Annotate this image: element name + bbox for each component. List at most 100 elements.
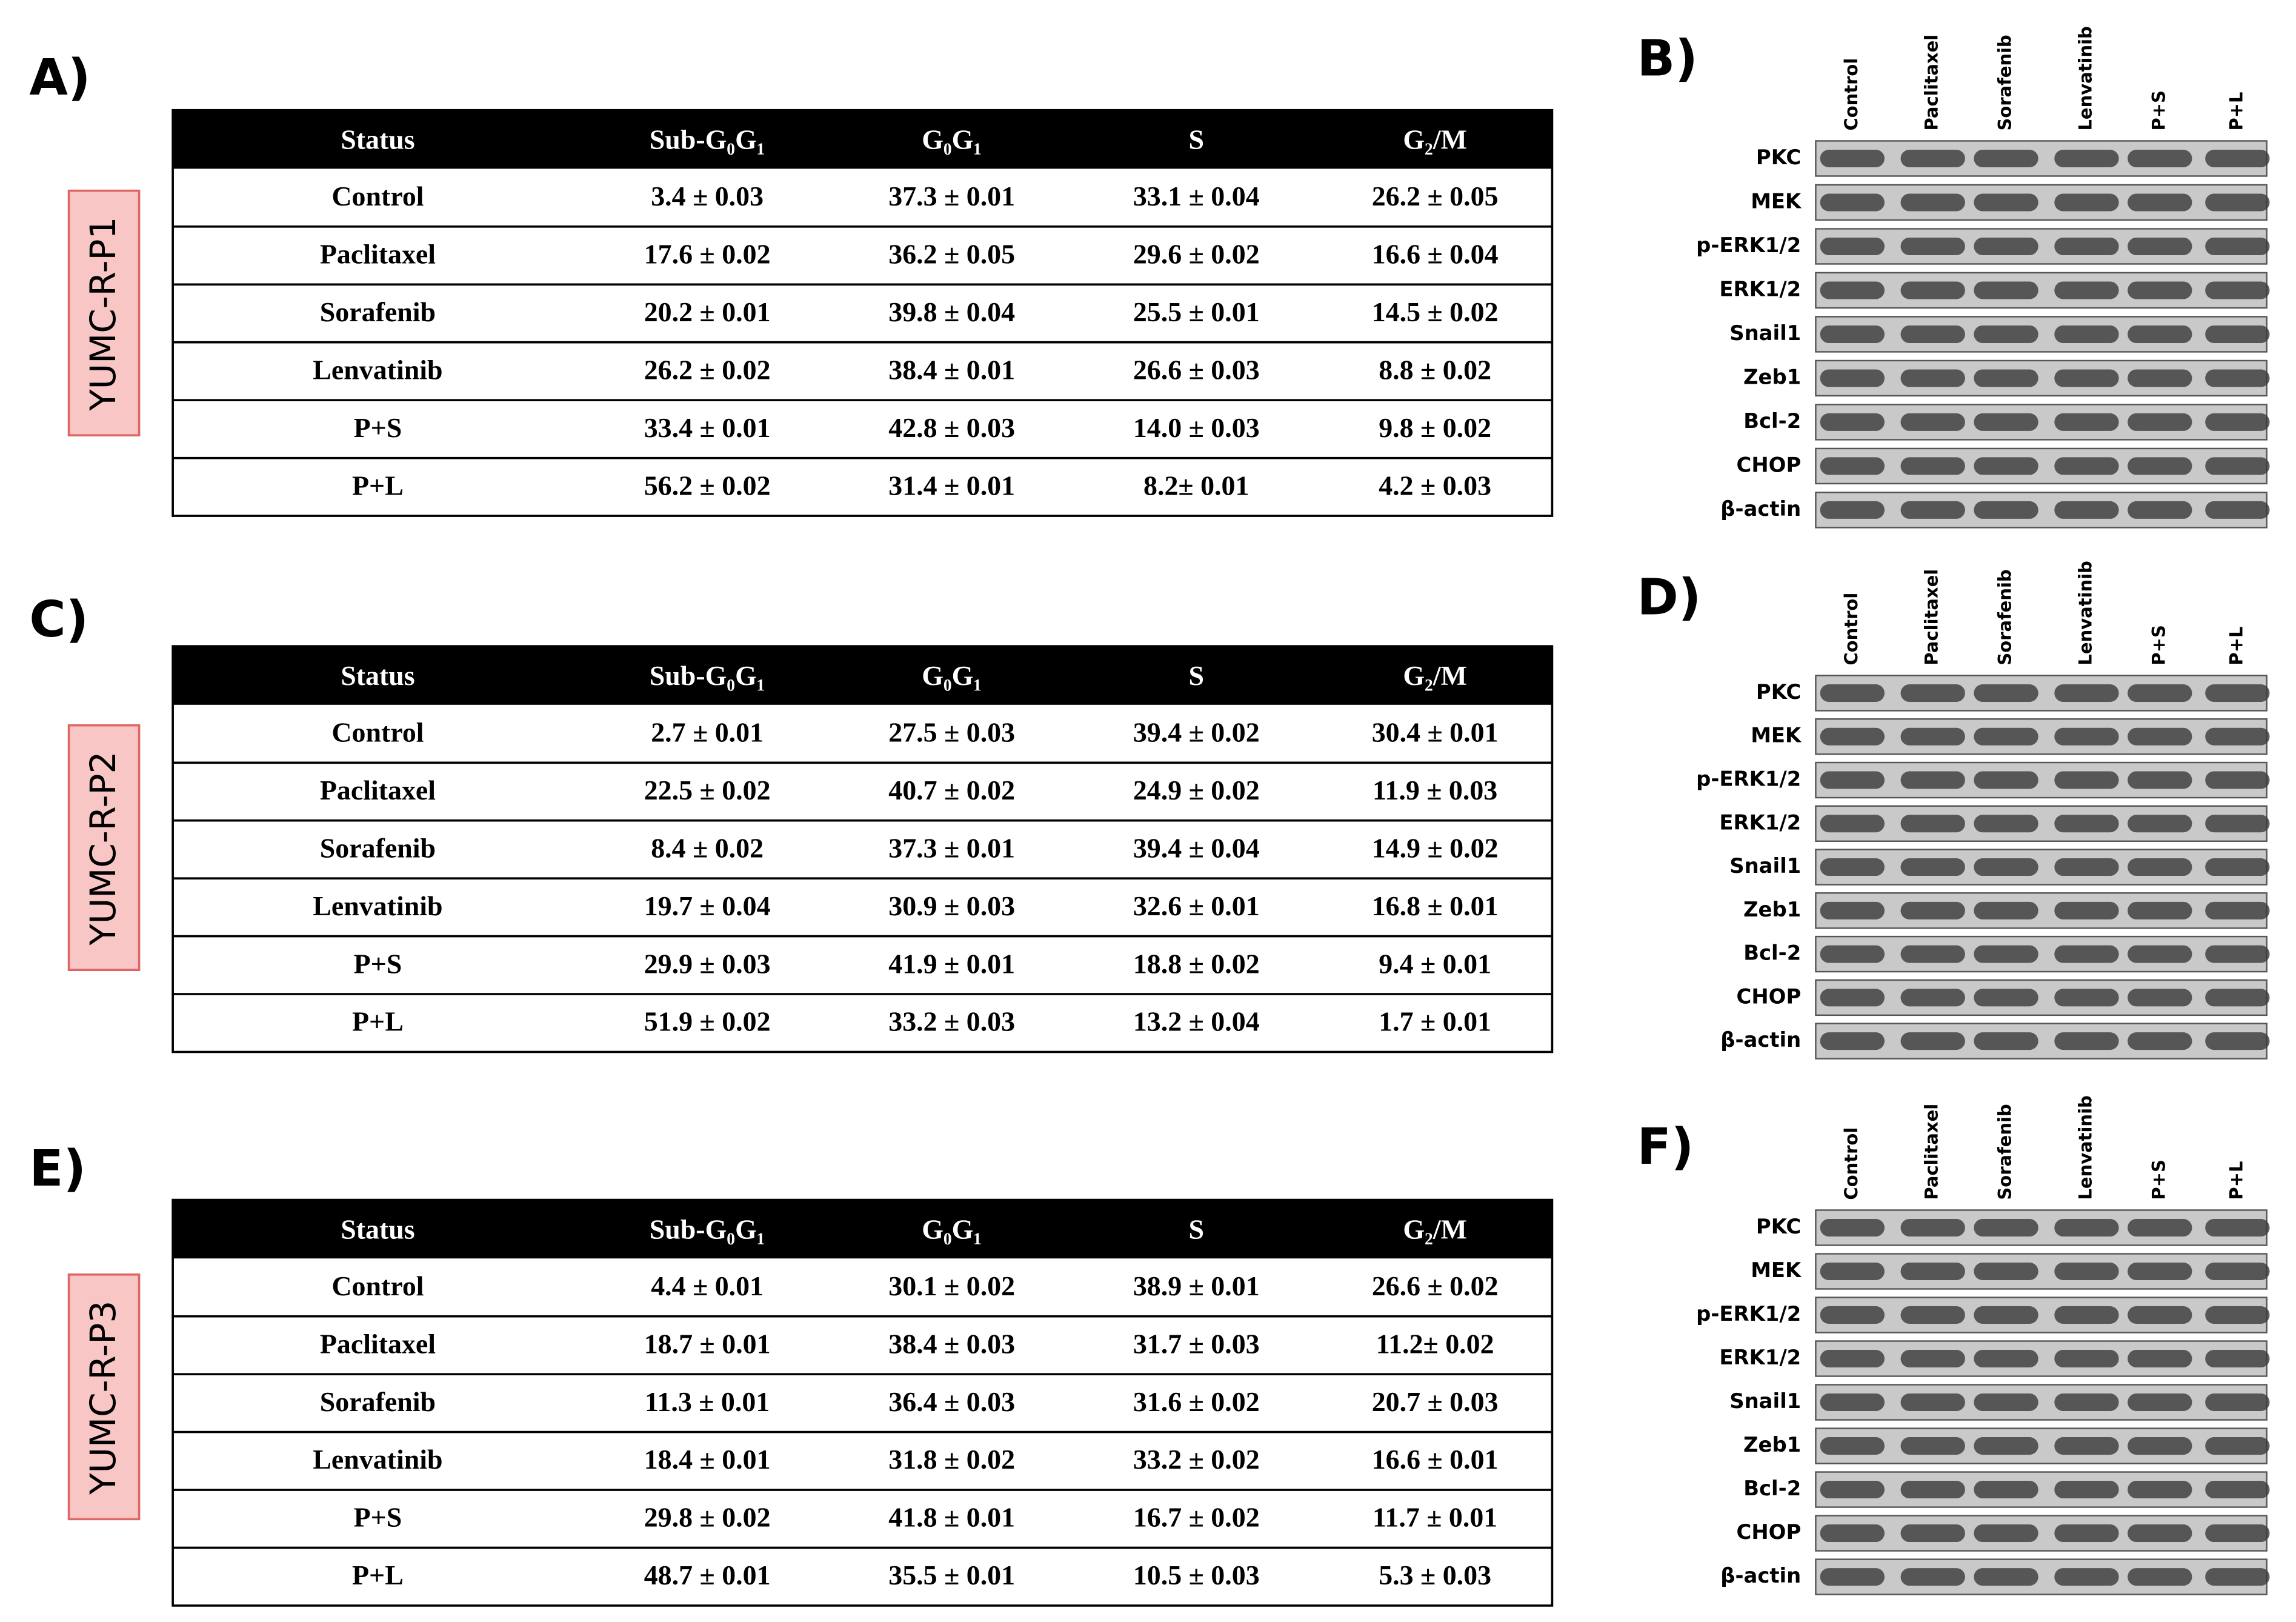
band — [1820, 149, 1885, 167]
band — [1820, 684, 1885, 702]
table-cell: Sorafenib — [320, 296, 436, 327]
band — [1820, 1350, 1885, 1368]
lane-label: P+L — [2226, 92, 2246, 131]
table-cell: 33.4 ± 0.01 — [644, 412, 771, 443]
band — [1820, 281, 1885, 299]
band — [1900, 1306, 1965, 1324]
table-cell: 38.4 ± 0.03 — [888, 1328, 1015, 1359]
column-header: Sub-G₀G₁ — [650, 660, 765, 691]
table-cell: 39.8 ± 0.04 — [888, 296, 1015, 327]
band — [1974, 1262, 2038, 1280]
band — [2205, 1393, 2270, 1412]
protein-label: MEK — [1751, 724, 1802, 747]
band — [1820, 501, 1885, 519]
band — [1820, 369, 1885, 387]
band — [1900, 1032, 1965, 1050]
table-border — [171, 645, 1554, 1053]
protein-label: CHOP — [1737, 1520, 1802, 1544]
table-cell: Lenvatinib — [313, 1444, 442, 1475]
table-cell: 33.1 ± 0.04 — [1133, 181, 1260, 212]
band — [2054, 193, 2119, 212]
band — [1974, 193, 2038, 212]
column-header: Status — [341, 1213, 414, 1244]
tag-box — [67, 189, 141, 436]
band — [2128, 413, 2192, 431]
band — [1974, 1524, 2038, 1543]
column-header: Status — [341, 124, 414, 155]
band — [1900, 1218, 1965, 1237]
table-header-bg — [173, 110, 1552, 169]
table-border — [171, 1198, 1554, 1607]
table-cell: 31.8 ± 0.02 — [888, 1444, 1015, 1475]
table-cell: 30.9 ± 0.03 — [888, 890, 1015, 921]
column-header: Sub-G₀G₁ — [650, 124, 765, 155]
band — [1900, 945, 1965, 963]
table-cell: 11.9 ± 0.03 — [1373, 775, 1497, 806]
table-cell: 35.5 ± 0.01 — [888, 1560, 1015, 1590]
cell-line-label: YUMC-R-P2 — [82, 752, 124, 946]
band — [1974, 1350, 2038, 1368]
table-cell: 14.9 ± 0.02 — [1372, 832, 1499, 863]
lane-label: P+S — [2148, 1160, 2169, 1200]
band — [1974, 1481, 2038, 1499]
band — [1820, 413, 1885, 431]
protein-label: MEK — [1751, 1258, 1802, 1282]
band — [1820, 771, 1885, 789]
protein-label: β-actin — [1720, 1564, 1801, 1587]
band — [1820, 193, 1885, 212]
table-cell: 9.4 ± 0.01 — [1379, 948, 1491, 979]
band — [2205, 149, 2270, 167]
band — [2128, 501, 2192, 519]
protein-label: β-actin — [1720, 1028, 1801, 1052]
band — [2205, 1481, 2270, 1499]
band — [2128, 684, 2192, 702]
table-cell: Lenvatinib — [313, 890, 442, 921]
band — [2205, 1568, 2270, 1586]
table-cell: 18.7 ± 0.01 — [644, 1328, 771, 1359]
band — [1900, 149, 1965, 167]
table-cell: 20.7 ± 0.03 — [1372, 1386, 1499, 1417]
panel-label: C) — [29, 591, 88, 649]
lane-label: Paclitaxel — [1922, 35, 1942, 131]
band — [1974, 815, 2038, 833]
lane-label: Control — [1841, 593, 1862, 666]
cell-line-tag: YUMC-R-P3 — [67, 1273, 141, 1521]
table-cell: 38.4 ± 0.01 — [888, 354, 1015, 385]
band — [2205, 989, 2270, 1007]
protein-label: Zeb1 — [1743, 365, 1801, 389]
table-cell: 31.4 ± 0.01 — [888, 470, 1015, 501]
protein-label: Zeb1 — [1743, 898, 1801, 921]
band — [2128, 815, 2192, 833]
column-header: G₂/M — [1403, 1213, 1467, 1244]
table-cell: 16.8 ± 0.01 — [1372, 890, 1499, 921]
band — [2128, 945, 2192, 963]
protein-label: MEK — [1751, 189, 1802, 213]
table-cell: 18.8 ± 0.02 — [1133, 948, 1260, 979]
band — [2205, 237, 2270, 255]
band — [2054, 1032, 2119, 1050]
band — [2205, 1262, 2270, 1280]
protein-label: Bcl-2 — [1743, 1477, 1801, 1500]
band — [1974, 684, 2038, 702]
table-cell: 26.6 ± 0.03 — [1133, 354, 1260, 385]
table-cell: 17.6 ± 0.02 — [644, 239, 771, 270]
band — [2054, 1306, 2119, 1324]
lane-label: Paclitaxel — [1922, 569, 1942, 666]
band — [2054, 1524, 2119, 1543]
table-cell: 42.8 ± 0.03 — [888, 412, 1015, 443]
table-cell: P+L — [352, 470, 404, 501]
band — [2128, 901, 2192, 919]
band — [1974, 901, 2038, 919]
table-cell: Control — [331, 181, 424, 212]
table-cell: 37.3 ± 0.01 — [888, 832, 1015, 863]
band — [1900, 501, 1965, 519]
band — [2128, 1393, 2192, 1412]
band — [1820, 1262, 1885, 1280]
table-cell: P+S — [354, 412, 402, 443]
band — [1974, 1032, 2038, 1050]
table-cell: 4.2 ± 0.03 — [1379, 470, 1491, 501]
table-cell: 16.6 ± 0.01 — [1372, 1444, 1499, 1475]
table-cell: Sorafenib — [320, 1386, 436, 1417]
protein-label: p-ERK1/2 — [1696, 767, 1801, 791]
